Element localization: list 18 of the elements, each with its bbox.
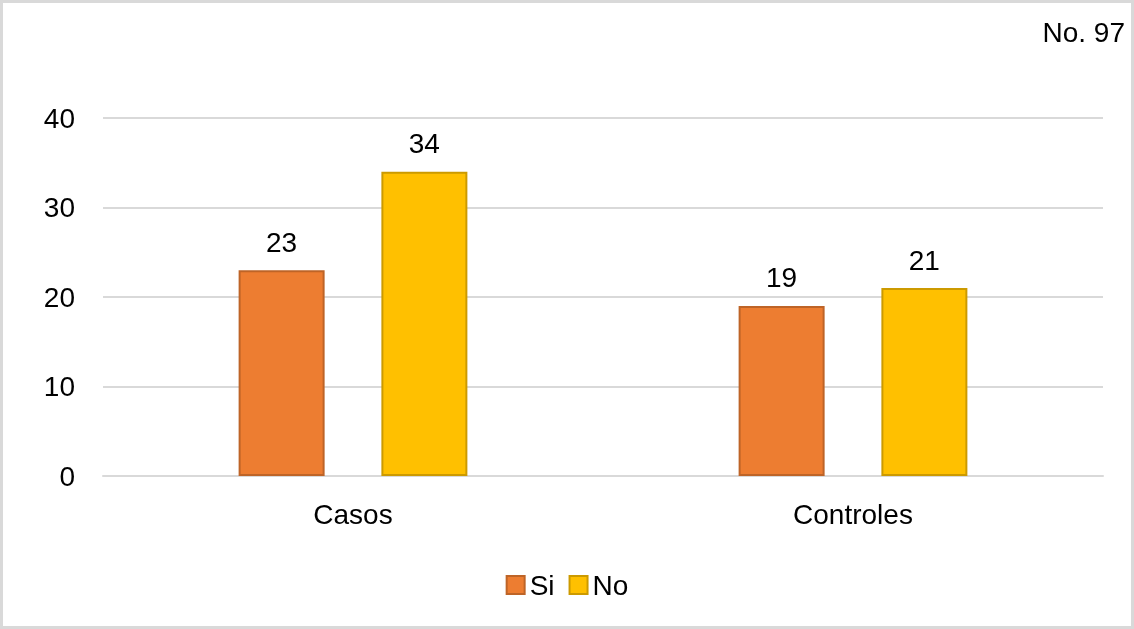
bar [238, 270, 325, 476]
y-tick-label: 20 [43, 281, 75, 313]
legend-label: Si [529, 569, 555, 601]
data-label: 23 [266, 226, 298, 258]
x-tick-label: Controles [793, 498, 913, 530]
data-label: 34 [408, 128, 440, 160]
y-tick-label: 40 [43, 102, 75, 134]
bar [381, 171, 468, 476]
x-tick-label: Casos [313, 498, 393, 530]
data-label: 19 [766, 262, 798, 294]
legend-label: No [592, 569, 629, 601]
text: No. 97 [1042, 17, 1125, 49]
y-tick-label: 10 [43, 371, 75, 402]
data-label: 21 [908, 244, 940, 276]
y-tick-label: 30 [43, 192, 75, 223]
bar [738, 305, 825, 476]
y-tick-label: 0 [59, 460, 75, 492]
bar [881, 288, 968, 476]
